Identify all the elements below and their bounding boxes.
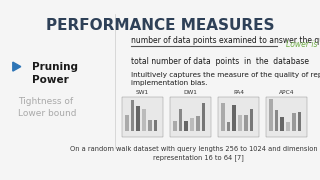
- Bar: [221, 103, 225, 131]
- Text: Tightness of
Lower bound: Tightness of Lower bound: [18, 97, 76, 118]
- Text: On a random walk dataset with query lengths 256 to 1024 and dimension of
represe: On a random walk dataset with query leng…: [70, 146, 320, 161]
- Bar: [196, 116, 200, 131]
- Bar: [232, 105, 236, 131]
- FancyBboxPatch shape: [266, 97, 307, 137]
- Bar: [286, 122, 290, 131]
- Text: DW1: DW1: [183, 90, 197, 95]
- Text: number of data points examined to answer the query: number of data points examined to answer…: [131, 36, 320, 45]
- Bar: [227, 122, 230, 131]
- Text: total number of data  points  in  the  database: total number of data points in the datab…: [131, 57, 309, 66]
- Bar: [131, 100, 134, 131]
- Text: PA4: PA4: [233, 90, 244, 95]
- Bar: [154, 120, 157, 131]
- Bar: [148, 120, 152, 131]
- Bar: [179, 109, 182, 131]
- Polygon shape: [13, 62, 21, 71]
- Bar: [125, 115, 129, 131]
- Bar: [173, 121, 177, 131]
- Bar: [190, 118, 194, 131]
- Bar: [275, 110, 278, 131]
- Bar: [238, 115, 242, 131]
- Text: SW1: SW1: [136, 90, 149, 95]
- Bar: [244, 115, 248, 131]
- Bar: [250, 109, 253, 131]
- Text: Lower is better.: Lower is better.: [286, 40, 320, 49]
- Bar: [298, 112, 301, 131]
- Bar: [269, 99, 273, 131]
- FancyBboxPatch shape: [218, 97, 259, 137]
- Text: Pruning
Power: Pruning Power: [32, 62, 78, 85]
- Bar: [136, 106, 140, 131]
- Bar: [202, 103, 205, 131]
- Text: PERFORMANCE MEASURES: PERFORMANCE MEASURES: [46, 18, 274, 33]
- Bar: [292, 113, 296, 131]
- Text: Intuitively captures the measure of the quality of representation. Free from
imp: Intuitively captures the measure of the …: [131, 72, 320, 87]
- FancyBboxPatch shape: [122, 97, 163, 137]
- Text: APC4: APC4: [279, 90, 294, 95]
- Bar: [280, 117, 284, 131]
- FancyBboxPatch shape: [170, 97, 211, 137]
- Bar: [184, 121, 188, 131]
- Bar: [142, 109, 146, 131]
